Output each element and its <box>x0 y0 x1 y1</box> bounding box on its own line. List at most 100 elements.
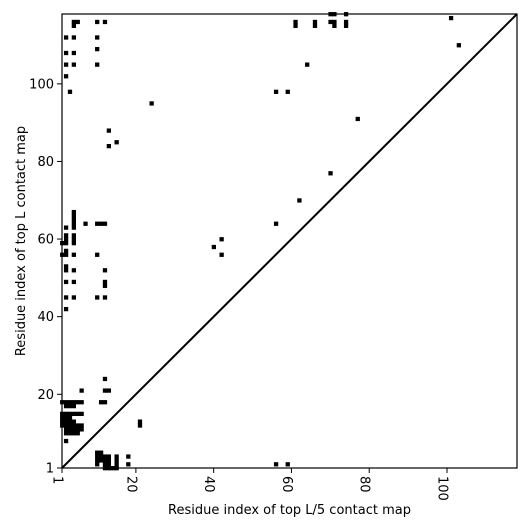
y-tick-label: 1 <box>46 462 54 477</box>
contact-point <box>102 376 108 382</box>
contact-point <box>75 423 80 428</box>
contact-point <box>343 19 349 25</box>
x-tick-label: 80 <box>357 476 372 493</box>
y-tick-label: 100 <box>29 77 54 92</box>
contact-point <box>63 241 69 246</box>
contact-point <box>63 438 69 444</box>
contact-point <box>106 454 112 459</box>
contact-point <box>71 431 77 436</box>
contact-point <box>102 283 108 288</box>
contact-point <box>297 198 302 203</box>
y-tick-label: 80 <box>37 155 54 170</box>
contact-points <box>60 12 462 471</box>
contact-point <box>75 431 80 436</box>
contact-point <box>63 264 69 269</box>
contact-point <box>63 423 69 428</box>
contact-point <box>63 427 69 432</box>
contact-point <box>114 462 119 467</box>
x-tick-label: 100 <box>435 476 450 501</box>
contact-point <box>71 209 77 215</box>
contact-point <box>149 101 154 106</box>
contact-point <box>95 252 100 257</box>
contact-point <box>63 400 69 405</box>
contact-point <box>71 237 77 242</box>
contact-point <box>63 248 69 254</box>
contact-point <box>63 74 69 79</box>
contact-point <box>63 50 69 56</box>
contact-point <box>102 295 108 300</box>
contact-point <box>63 306 69 312</box>
contact-point <box>63 35 69 40</box>
contact-point <box>71 217 77 222</box>
contact-point <box>71 403 77 409</box>
contact-point <box>106 143 112 149</box>
contact-point <box>219 252 224 257</box>
contact-point <box>67 89 73 94</box>
contact-point <box>63 431 69 436</box>
contact-point <box>79 423 84 428</box>
contact-point <box>63 62 69 67</box>
contact-point <box>293 19 298 25</box>
contact-point <box>106 388 112 393</box>
contact-point <box>95 295 100 300</box>
contact-point <box>63 415 69 420</box>
y-tick-label: 40 <box>37 310 54 325</box>
x-tick-label: 60 <box>279 476 294 493</box>
contact-point <box>71 241 77 246</box>
contact-point <box>98 450 104 455</box>
contact-point <box>114 454 119 459</box>
contact-point <box>456 43 462 48</box>
contact-point <box>98 400 104 405</box>
contact-point <box>79 411 84 417</box>
contact-point <box>98 454 104 459</box>
y-tick-label: 20 <box>37 388 54 403</box>
contact-point <box>67 403 73 409</box>
contact-point <box>305 62 310 67</box>
y-tick-label: 60 <box>37 233 54 248</box>
contact-point <box>448 15 454 21</box>
contact-point <box>328 171 333 176</box>
contact-point <box>71 252 77 257</box>
contact-point <box>102 388 108 393</box>
contact-point <box>95 62 100 67</box>
contact-point <box>106 462 112 467</box>
x-axis-title: Residue index of top L/5 contact map <box>168 503 411 518</box>
contact-point <box>79 388 84 393</box>
contact-point <box>102 400 108 405</box>
contact-point <box>71 419 77 424</box>
contact-point <box>312 19 318 25</box>
contact-point <box>71 50 77 56</box>
contact-point <box>71 400 77 405</box>
contact-point <box>137 423 143 428</box>
contact-point <box>332 19 337 25</box>
contact-point <box>98 458 104 463</box>
contact-point <box>63 279 69 285</box>
contact-point <box>102 221 108 226</box>
contact-point <box>102 19 108 25</box>
x-tick-label: 40 <box>201 476 216 493</box>
contact-point <box>71 423 77 428</box>
contact-point <box>95 450 100 455</box>
contact-point <box>75 400 80 405</box>
contact-point <box>67 400 73 405</box>
contact-point <box>67 415 73 420</box>
contact-point <box>114 140 119 145</box>
plot-frame <box>61 13 518 469</box>
y-axis-ticks: 1 20 40 60 80 100 <box>29 77 62 477</box>
contact-point <box>67 423 73 428</box>
contact-point <box>95 462 100 467</box>
contact-point <box>293 23 298 28</box>
contact-point <box>71 295 77 300</box>
y-axis-title: Residue index of top L contact map <box>14 126 29 356</box>
contact-point <box>285 89 290 94</box>
contact-point <box>79 427 84 432</box>
contact-point <box>95 46 100 52</box>
contact-point <box>63 233 69 238</box>
contact-point <box>75 427 80 432</box>
contact-point <box>71 225 77 230</box>
contact-point <box>79 400 84 405</box>
contact-point <box>63 419 69 424</box>
diagonal-line <box>61 13 518 469</box>
contact-point <box>83 221 88 226</box>
contact-point <box>71 213 77 219</box>
